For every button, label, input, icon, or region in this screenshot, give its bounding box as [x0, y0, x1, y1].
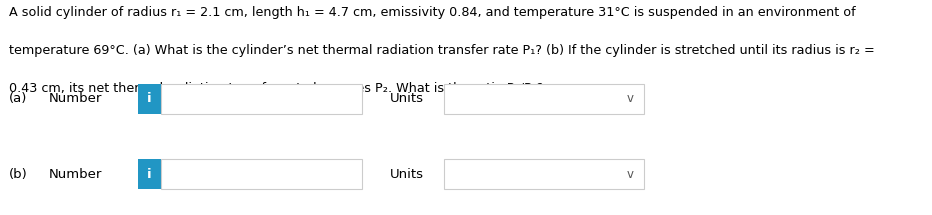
Text: temperature 69°C. (a) What is the cylinder’s net thermal radiation transfer rate: temperature 69°C. (a) What is the cylind…: [9, 44, 875, 57]
Text: v: v: [626, 168, 634, 181]
FancyBboxPatch shape: [161, 84, 362, 114]
FancyBboxPatch shape: [161, 159, 362, 189]
FancyBboxPatch shape: [444, 159, 644, 189]
Text: i: i: [147, 92, 152, 105]
Text: v: v: [626, 92, 634, 105]
FancyBboxPatch shape: [138, 84, 161, 114]
Text: (a): (a): [9, 92, 28, 105]
Text: Units: Units: [390, 92, 423, 105]
Text: Units: Units: [390, 168, 423, 181]
Text: i: i: [147, 168, 152, 181]
Text: A solid cylinder of radius r₁ = 2.1 cm, length h₁ = 4.7 cm, emissivity 0.84, and: A solid cylinder of radius r₁ = 2.1 cm, …: [9, 6, 856, 19]
Text: 0.43 cm, its net thermal radiation transfer rate becomes P₂. What is the ratio P: 0.43 cm, its net thermal radiation trans…: [9, 82, 543, 95]
Text: Number: Number: [48, 168, 102, 181]
Text: Number: Number: [48, 92, 102, 105]
FancyBboxPatch shape: [444, 84, 644, 114]
FancyBboxPatch shape: [138, 159, 161, 189]
Text: (b): (b): [9, 168, 28, 181]
